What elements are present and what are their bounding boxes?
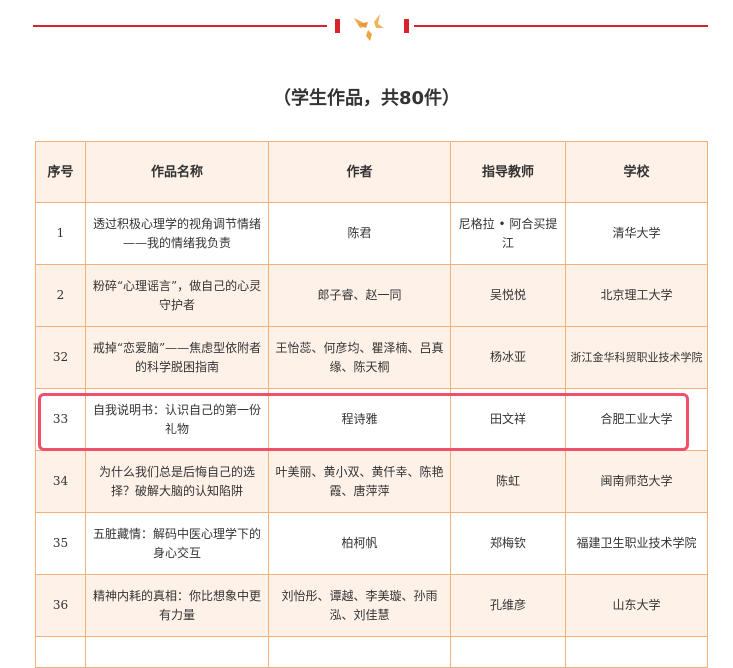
- cell-empty: [450, 636, 566, 668]
- cell-school: 北京理工大学: [565, 264, 708, 327]
- cell-no: 1: [35, 202, 86, 265]
- cell-title: 为什么我们总是后悔自己的选择？破解大脑的认知陷阱: [85, 450, 269, 513]
- cell-no: 36: [35, 574, 86, 637]
- cell-empty: [268, 636, 451, 668]
- cell-teacher: 郑梅钦: [450, 512, 566, 575]
- cell-no: 34: [35, 450, 86, 513]
- cell-teacher: 田文祥: [450, 388, 566, 451]
- table-header: 序号 作品名称 作者 指导教师 学校: [35, 141, 708, 203]
- col-header-title: 作品名称: [85, 141, 269, 203]
- cell-author: 陈君: [268, 202, 451, 265]
- table-row-partial: [35, 636, 708, 668]
- table-row: 34 为什么我们总是后悔自己的选择？破解大脑的认知陷阱 叶美丽、黄小双、黄仟幸、…: [35, 450, 708, 513]
- table-row-highlighted: 33 自我说明书：认识自己的第一份礼物 程诗雅 田文祥 合肥工业大学: [35, 388, 708, 451]
- cell-no: 2: [35, 264, 86, 327]
- divider-line-left: [33, 25, 327, 27]
- cell-school: 浙江金华科贸职业技术学院: [565, 326, 708, 389]
- col-header-author: 作者: [268, 141, 451, 203]
- cell-no: 33: [35, 388, 86, 451]
- cell-teacher: 孔维彦: [450, 574, 566, 637]
- cell-teacher: 杨冰亚: [450, 326, 566, 389]
- cell-author: 王怡蕊、何彦均、瞿泽楠、吕真缘、陈天桐: [268, 326, 451, 389]
- cell-empty: [85, 636, 269, 668]
- cell-no: 35: [35, 512, 86, 575]
- col-header-teacher: 指导教师: [450, 141, 566, 203]
- cell-author: 刘怡彤、谭越、李美璇、孙雨泓、刘佳慧: [268, 574, 451, 637]
- table-row: 1 透过积极心理学的视角调节情绪——我的情绪我负责 陈君 尼格拉 • 阿合买提江…: [35, 202, 708, 265]
- cell-empty: [565, 636, 708, 668]
- cell-no: 32: [35, 326, 86, 389]
- col-header-school: 学校: [565, 141, 708, 203]
- works-table: 序号 作品名称 作者 指导教师 学校 1 透过积极心理学的视角调节情绪——我的情…: [35, 141, 708, 668]
- doves-icon: [354, 14, 384, 41]
- cell-school: 合肥工业大学: [565, 388, 708, 451]
- cell-school: 山东大学: [565, 574, 708, 637]
- table-row: 32 戒掉“恋爱脑”——焦虑型依附者的科学脱困指南 王怡蕊、何彦均、瞿泽楠、吕真…: [35, 326, 708, 389]
- cell-school: 清华大学: [565, 202, 708, 265]
- cell-title: 戒掉“恋爱脑”——焦虑型依附者的科学脱困指南: [85, 326, 269, 389]
- divider-line-right: [414, 25, 708, 27]
- table-row: 36 精神内耗的真相：你比想象中更有力量 刘怡彤、谭越、李美璇、孙雨泓、刘佳慧 …: [35, 574, 708, 637]
- col-header-no: 序号: [35, 141, 86, 203]
- cell-school: 闽南师范大学: [565, 450, 708, 513]
- cell-title: 粉碎“心理谣言”，做自己的心灵守护者: [85, 264, 269, 327]
- table-row: 2 粉碎“心理谣言”，做自己的心灵守护者 郎子睿、赵一同 吴悦悦 北京理工大学: [35, 264, 708, 327]
- cell-empty: [35, 636, 86, 668]
- page-title: （学生作品，共80件）: [272, 88, 461, 109]
- divider-bar-right: [404, 19, 409, 33]
- cell-author: 程诗雅: [268, 388, 451, 451]
- cell-title: 自我说明书：认识自己的第一份礼物: [85, 388, 269, 451]
- cell-title: 五脏藏情：解码中医心理学下的身心交互: [85, 512, 269, 575]
- cell-author: 柏柯帆: [268, 512, 451, 575]
- cell-author: 郎子睿、赵一同: [268, 264, 451, 327]
- cell-author: 叶美丽、黄小双、黄仟幸、陈艳霞、唐萍萍: [268, 450, 451, 513]
- cell-teacher: 陈虹: [450, 450, 566, 513]
- cell-title: 透过积极心理学的视角调节情绪——我的情绪我负责: [85, 202, 269, 265]
- cell-school: 福建卫生职业技术学院: [565, 512, 708, 575]
- divider-bar-left: [335, 19, 340, 33]
- table-row: 35 五脏藏情：解码中医心理学下的身心交互 柏柯帆 郑梅钦 福建卫生职业技术学院: [35, 512, 708, 575]
- cell-title: 精神内耗的真相：你比想象中更有力量: [85, 574, 269, 637]
- cell-teacher: 尼格拉 • 阿合买提江: [450, 202, 566, 265]
- cell-teacher: 吴悦悦: [450, 264, 566, 327]
